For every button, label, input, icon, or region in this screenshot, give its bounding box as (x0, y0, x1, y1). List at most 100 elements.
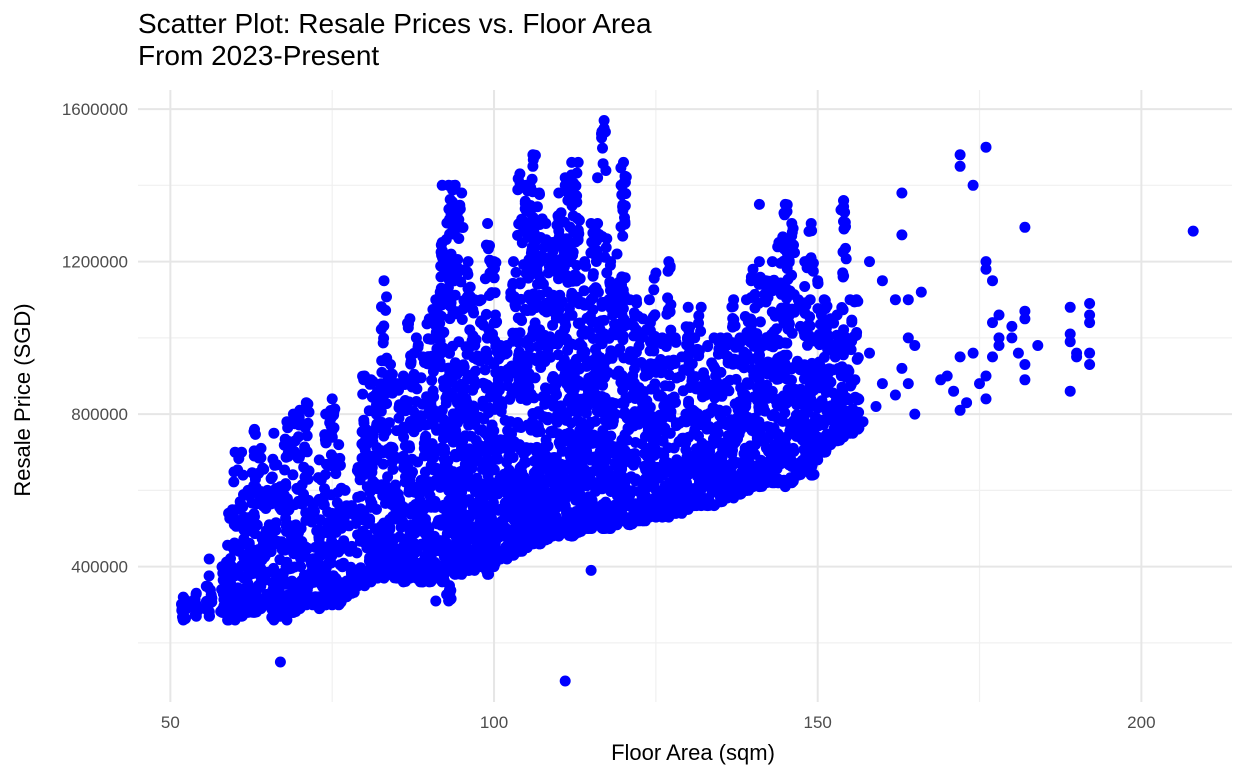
data-point (619, 216, 631, 228)
data-point (617, 330, 629, 342)
data-point (274, 656, 286, 668)
data-point (682, 301, 694, 313)
data-point (336, 561, 348, 573)
data-point (243, 537, 255, 549)
data-point (249, 423, 260, 435)
data-point (701, 423, 713, 435)
data-point (664, 306, 676, 318)
data-point (468, 307, 480, 319)
data-point (835, 338, 847, 350)
data-point (416, 510, 428, 522)
data-point (405, 470, 417, 481)
data-point (851, 294, 862, 306)
data-point (435, 442, 447, 454)
data-point (993, 340, 1005, 351)
data-point (600, 165, 612, 176)
data-point (550, 262, 562, 274)
data-point (541, 306, 552, 318)
data-point (493, 384, 505, 396)
data-point (680, 321, 692, 333)
data-point (670, 396, 681, 408)
data-point (488, 464, 500, 476)
data-point (268, 562, 280, 574)
data-point (1071, 347, 1083, 359)
data-point (516, 315, 528, 326)
data-point (462, 256, 474, 268)
data-point (641, 395, 653, 407)
data-point (614, 343, 626, 355)
data-point (751, 328, 763, 340)
data-point (527, 149, 539, 161)
data-point (617, 230, 629, 242)
data-point (941, 370, 953, 382)
data-point (597, 142, 608, 154)
data-point (177, 591, 189, 603)
data-point (333, 439, 345, 451)
data-point (408, 557, 420, 569)
data-point (300, 397, 312, 409)
data-point (330, 526, 342, 538)
data-point (429, 413, 441, 425)
data-point (377, 337, 389, 349)
data-point (505, 432, 517, 444)
data-point (453, 501, 465, 513)
data-point (396, 514, 408, 526)
data-point (700, 409, 712, 421)
data-point (629, 363, 640, 375)
data-point (405, 357, 417, 369)
data-point (533, 269, 545, 281)
data-point (789, 247, 800, 259)
data-point (237, 469, 249, 481)
data-point (404, 313, 416, 325)
data-point (693, 310, 705, 322)
data-point (590, 282, 602, 294)
data-point (456, 365, 468, 377)
data-point (1187, 225, 1199, 237)
data-point (268, 427, 280, 439)
data-point (572, 234, 584, 246)
data-point (589, 415, 601, 427)
data-point (649, 309, 661, 321)
data-point (311, 559, 323, 571)
data-point (980, 370, 992, 382)
data-point (440, 392, 452, 404)
data-point (437, 252, 449, 264)
data-point (876, 378, 888, 390)
data-point (852, 352, 864, 364)
data-point (572, 156, 584, 168)
x-tick-label: 50 (161, 713, 180, 732)
data-point (456, 314, 468, 325)
data-point (253, 582, 264, 594)
data-point (749, 288, 761, 300)
data-point (807, 264, 818, 276)
data-point (753, 256, 765, 268)
data-point (735, 424, 746, 436)
data-point (531, 297, 543, 309)
data-point (967, 179, 979, 191)
data-point (876, 275, 888, 287)
data-point (849, 391, 861, 403)
data-point (381, 291, 392, 303)
data-point (375, 422, 387, 434)
data-point (954, 351, 966, 363)
data-point (449, 289, 461, 301)
data-point (649, 378, 661, 390)
data-point (571, 397, 582, 409)
data-point (426, 374, 438, 386)
data-point (1012, 347, 1024, 359)
data-point (428, 391, 440, 403)
data-point (571, 167, 583, 179)
data-point (738, 362, 750, 374)
data-point (203, 553, 215, 565)
data-point (325, 449, 337, 461)
data-point (720, 405, 732, 417)
data-point (365, 374, 377, 386)
data-point (488, 256, 500, 268)
data-point (190, 587, 202, 599)
data-point (258, 463, 270, 475)
data-point (909, 340, 921, 351)
data-point (271, 459, 283, 471)
data-point (443, 595, 455, 607)
data-point (440, 234, 452, 245)
data-point (660, 341, 672, 352)
